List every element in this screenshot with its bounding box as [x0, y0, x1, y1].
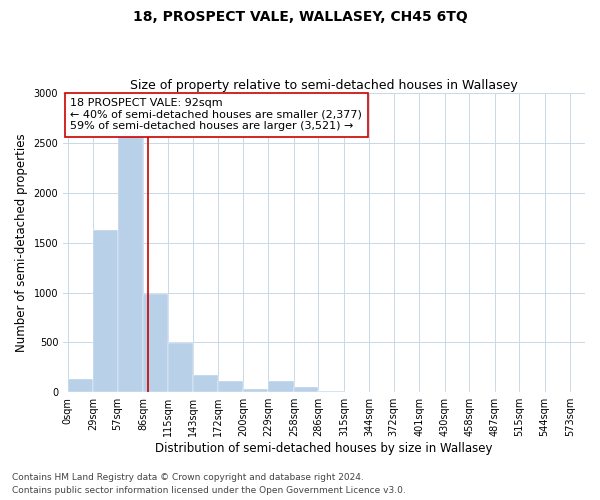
Bar [68, 379, 93, 392]
Text: 18 PROSPECT VALE: 92sqm
← 40% of semi-detached houses are smaller (2,377)
59% of: 18 PROSPECT VALE: 92sqm ← 40% of semi-de… [70, 98, 362, 132]
Bar [319, 391, 344, 392]
Bar [93, 230, 118, 392]
Bar [294, 386, 319, 392]
Bar [118, 123, 143, 392]
Bar [243, 389, 268, 392]
Bar [143, 294, 169, 392]
Bar [268, 380, 294, 392]
X-axis label: Distribution of semi-detached houses by size in Wallasey: Distribution of semi-detached houses by … [155, 442, 493, 455]
Bar [169, 344, 193, 392]
Bar [193, 375, 218, 392]
Bar [218, 380, 243, 392]
Title: Size of property relative to semi-detached houses in Wallasey: Size of property relative to semi-detach… [130, 79, 518, 92]
Y-axis label: Number of semi-detached properties: Number of semi-detached properties [15, 134, 28, 352]
Text: 18, PROSPECT VALE, WALLASEY, CH45 6TQ: 18, PROSPECT VALE, WALLASEY, CH45 6TQ [133, 10, 467, 24]
Text: Contains HM Land Registry data © Crown copyright and database right 2024.
Contai: Contains HM Land Registry data © Crown c… [12, 474, 406, 495]
